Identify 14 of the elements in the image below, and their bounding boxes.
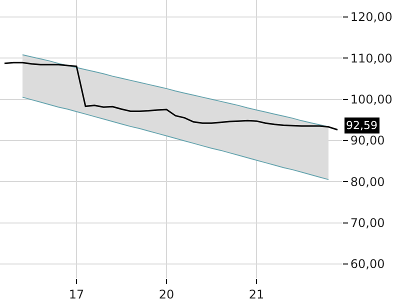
y-tick-label: 70,00 (350, 216, 385, 230)
y-tick-label: 60,00 (350, 257, 385, 272)
y-tick-label: 100,00 (350, 92, 392, 106)
line-series (22, 54, 329, 128)
y-tick-label: 110,00 (350, 51, 392, 66)
y-tick-label: 80,00 (350, 174, 385, 189)
y-tick-label: 120,00 (350, 10, 392, 24)
y-tick-label: 90,00 (350, 134, 385, 148)
line-series (22, 96, 329, 180)
x-tick-label: 20 (158, 287, 174, 300)
line-series (4, 62, 338, 131)
x-tick-label: 17 (68, 287, 84, 300)
x-tick-label: 21 (248, 287, 264, 300)
text: 92,59 (346, 119, 378, 132)
